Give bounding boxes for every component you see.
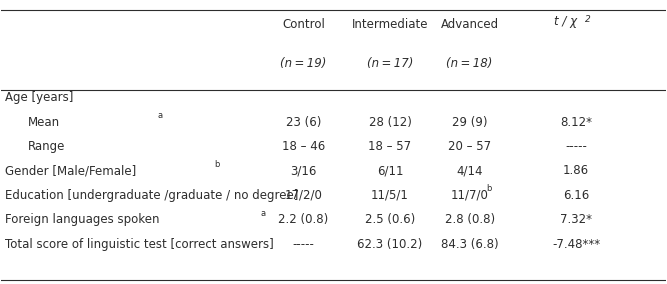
Text: 11/7/0: 11/7/0 <box>451 189 489 202</box>
Text: Intermediate: Intermediate <box>352 18 428 31</box>
Text: 2.8 (0.8): 2.8 (0.8) <box>445 213 495 226</box>
Text: 8.12*: 8.12* <box>560 116 592 128</box>
Text: 11/5/1: 11/5/1 <box>371 189 409 202</box>
Text: Foreign languages spoken: Foreign languages spoken <box>5 213 159 226</box>
Text: a: a <box>157 111 163 120</box>
Text: 1.86: 1.86 <box>563 164 589 178</box>
Text: 17/2/0: 17/2/0 <box>285 189 323 202</box>
Text: Gender [Male/Female]: Gender [Male/Female] <box>5 164 136 178</box>
Text: -----: ----- <box>293 238 315 251</box>
Text: 18 – 46: 18 – 46 <box>282 140 325 153</box>
Text: 6/11: 6/11 <box>377 164 404 178</box>
Text: t / χ: t / χ <box>554 15 578 28</box>
Text: Mean: Mean <box>28 116 60 128</box>
Text: Education [undergraduate /graduate / no degree]: Education [undergraduate /graduate / no … <box>5 189 298 202</box>
Text: b: b <box>214 160 219 169</box>
Text: 6.16: 6.16 <box>563 189 589 202</box>
Text: 28 (12): 28 (12) <box>369 116 412 128</box>
Text: 2: 2 <box>585 15 591 24</box>
Text: Control: Control <box>282 18 325 31</box>
Text: 18 – 57: 18 – 57 <box>368 140 412 153</box>
Text: Age [years]: Age [years] <box>5 91 73 104</box>
Text: 4/14: 4/14 <box>456 164 483 178</box>
Text: (n = 18): (n = 18) <box>446 57 493 70</box>
Text: 84.3 (6.8): 84.3 (6.8) <box>441 238 498 251</box>
Text: 2.5 (0.6): 2.5 (0.6) <box>365 213 415 226</box>
Text: (n = 19): (n = 19) <box>280 57 327 70</box>
Text: 2.2 (0.8): 2.2 (0.8) <box>279 213 329 226</box>
Text: (n = 17): (n = 17) <box>367 57 413 70</box>
Text: Advanced: Advanced <box>441 18 499 31</box>
Text: b: b <box>486 185 492 193</box>
Text: 20 – 57: 20 – 57 <box>448 140 491 153</box>
Text: 3/16: 3/16 <box>290 164 317 178</box>
Text: -----: ----- <box>565 140 587 153</box>
Text: -7.48***: -7.48*** <box>552 238 600 251</box>
Text: 62.3 (10.2): 62.3 (10.2) <box>358 238 423 251</box>
Text: 23 (6): 23 (6) <box>286 116 321 128</box>
Text: 29 (9): 29 (9) <box>452 116 488 128</box>
Text: Total score of linguistic test [correct answers]: Total score of linguistic test [correct … <box>5 238 273 251</box>
Text: 7.32*: 7.32* <box>560 213 592 226</box>
Text: Range: Range <box>28 140 65 153</box>
Text: a: a <box>260 209 265 218</box>
